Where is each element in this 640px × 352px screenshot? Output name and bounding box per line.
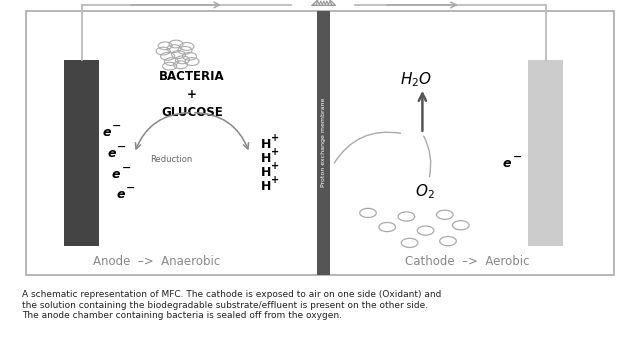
Text: H: H	[261, 180, 271, 193]
Text: e: e	[116, 188, 125, 201]
Text: −: −	[513, 152, 522, 162]
Text: e: e	[503, 157, 511, 170]
Text: +: +	[271, 133, 279, 143]
Text: A schematic representation of MFC. The cathode is exposed to air on one side (Ox: A schematic representation of MFC. The c…	[22, 290, 442, 320]
Text: +: +	[271, 147, 279, 157]
Text: e: e	[112, 168, 120, 181]
Bar	[528, 60, 563, 246]
Text: −: −	[112, 121, 121, 131]
Text: +: +	[271, 175, 279, 185]
Text: Reduction: Reduction	[150, 155, 193, 164]
Text: $O_2$: $O_2$	[415, 182, 435, 201]
Text: e: e	[108, 147, 116, 159]
Text: −: −	[122, 163, 131, 173]
Text: H: H	[261, 138, 271, 151]
Bar	[317, 11, 330, 275]
Text: −: −	[117, 142, 126, 152]
Text: Proton exchange membrane: Proton exchange membrane	[321, 98, 326, 187]
Text: $H_2O$: $H_2O$	[400, 70, 432, 89]
Text: Anode  –>  Anaerobic: Anode –> Anaerobic	[93, 255, 220, 268]
Text: BACTERIA
+
GLUCOSE: BACTERIA + GLUCOSE	[159, 70, 225, 119]
Text: H: H	[261, 166, 271, 179]
Bar	[26, 11, 614, 275]
Text: Cathode  –>  Aerobic: Cathode –> Aerobic	[405, 255, 529, 268]
Text: −: −	[126, 183, 135, 193]
Text: +: +	[271, 161, 279, 171]
Text: e: e	[102, 126, 111, 138]
Text: H: H	[261, 152, 271, 165]
Bar	[64, 60, 99, 246]
